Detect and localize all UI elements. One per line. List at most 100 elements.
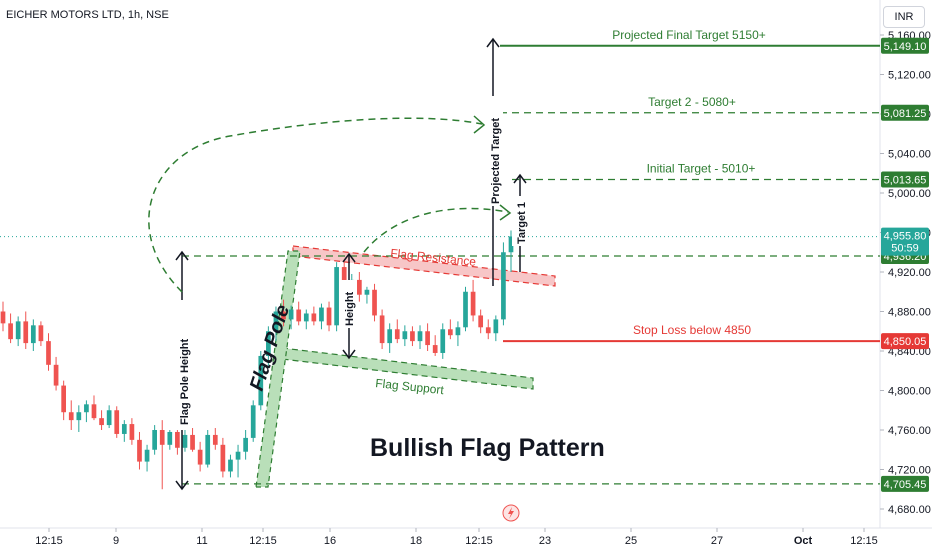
- candle-body: [129, 424, 135, 440]
- candle-body: [212, 434, 218, 445]
- price-tag: [881, 333, 929, 350]
- candle-body: [0, 311, 6, 324]
- level-label: Stop Loss below 4850: [633, 323, 751, 337]
- currency-selector[interactable]: INR: [883, 6, 925, 28]
- candle-body: [250, 405, 256, 438]
- arrow-head-up: [486, 37, 500, 48]
- y-tick-label: 4,800.00: [888, 386, 931, 398]
- candle-body: [341, 267, 347, 287]
- x-tick-label: 25: [625, 535, 637, 547]
- arrow-head-down: [342, 349, 356, 360]
- height-label: Height: [344, 291, 356, 326]
- arrow-head-down: [175, 480, 189, 491]
- price-axis[interactable]: 4,680.004,720.004,760.004,800.004,840.00…: [880, 30, 931, 516]
- candle-body: [364, 289, 370, 295]
- candle-body: [319, 307, 324, 322]
- candle-body: [410, 331, 415, 342]
- candle-body: [38, 325, 44, 342]
- candle-body: [394, 329, 400, 340]
- label-backdrop: [485, 96, 503, 206]
- candle-body: [432, 345, 438, 353]
- candle-body: [159, 430, 165, 445]
- candle-body: [235, 451, 241, 460]
- candle-body: [357, 279, 362, 295]
- candle-body: [273, 311, 279, 332]
- candle-body: [303, 313, 309, 322]
- candle-body: [470, 291, 476, 316]
- x-tick-label: 12:15: [850, 535, 878, 547]
- candle-body: [288, 309, 294, 320]
- flag-pole-label: Flag Pole: [246, 302, 294, 393]
- candle-body: [326, 307, 332, 326]
- level-label: Projected Final Target 5150+: [612, 28, 766, 42]
- y-tick-label: 4,880.00: [888, 307, 931, 319]
- candle-body: [508, 236, 514, 253]
- target-1-label: Target 1: [516, 202, 528, 244]
- label-backdrop: [512, 196, 528, 246]
- y-tick-label: 4,760.00: [888, 425, 931, 437]
- price-levels: Projected Final Target 5150+ Target 2 - 5…: [182, 28, 880, 485]
- time-axis[interactable]: 12:15 9 11 12:15 16 18 12:15 23 25 27 Oct 12:15: [35, 528, 878, 547]
- candle-body: [68, 412, 74, 421]
- curve-arrow-head: [499, 204, 512, 221]
- candle-body: [175, 431, 180, 448]
- candle-body: [478, 315, 484, 328]
- candle-body: [417, 331, 423, 342]
- x-tick-label: 23: [539, 535, 551, 547]
- candle-body: [46, 341, 51, 365]
- candle-body: [334, 267, 339, 326]
- level-label: Initial Target - 5010+: [647, 162, 756, 176]
- candle-body: [228, 459, 233, 472]
- price-tag-label: 5,149.10: [884, 41, 927, 53]
- candle-body: [372, 289, 377, 316]
- x-tick-label: Oct: [794, 535, 813, 547]
- curved-projection-arrow: [148, 117, 483, 293]
- candle-body: [152, 430, 157, 450]
- y-tick-label: 4,920.00: [888, 267, 931, 279]
- candle-body: [106, 410, 112, 426]
- x-tick-label: 11: [196, 535, 207, 547]
- candle-body: [167, 431, 173, 445]
- last-price-tag: [881, 227, 929, 256]
- price-tag-label: 4,850.05: [884, 336, 927, 348]
- candle-body: [455, 327, 461, 336]
- candle-body: [182, 434, 188, 448]
- pattern-title: Bullish Flag Pattern: [370, 434, 605, 462]
- price-tag: [881, 37, 929, 54]
- candle-body: [266, 331, 271, 356]
- price-tag-label: 5,081.25: [884, 108, 927, 120]
- candle-body: [387, 329, 393, 344]
- price-tag: [881, 104, 929, 121]
- candle-body: [53, 364, 59, 386]
- candle-body: [99, 418, 104, 426]
- price-tag: [881, 475, 929, 492]
- candle-body: [23, 321, 29, 344]
- candle-body: [114, 410, 120, 434]
- y-tick-label: 5,120.00: [888, 70, 931, 82]
- flag-support-label: Flag Support: [375, 376, 445, 397]
- y-tick-label: 4,720.00: [888, 465, 931, 477]
- candle-body: [501, 252, 506, 320]
- label-backdrop: [341, 280, 357, 328]
- x-tick-label: 9: [113, 535, 119, 547]
- candle-body: [379, 315, 385, 344]
- last-price-label: 4,955.80: [884, 231, 927, 243]
- currency-label: INR: [894, 11, 914, 23]
- candle-body: [91, 404, 97, 419]
- candle-body: [8, 323, 13, 340]
- candle-body: [425, 331, 430, 346]
- candle-body: [281, 311, 286, 320]
- candle-body: [121, 424, 127, 434]
- candle-body: [493, 319, 499, 334]
- x-tick-label: 16: [324, 535, 336, 547]
- candle-body: [243, 437, 248, 452]
- candle-body: [30, 325, 36, 344]
- curve-arrow-head: [473, 115, 486, 134]
- candle-body: [296, 309, 302, 322]
- candle-body: [485, 327, 491, 334]
- arrow-head-up: [175, 250, 189, 261]
- candle-body: [61, 385, 67, 413]
- x-tick-label: 12:15: [35, 535, 63, 547]
